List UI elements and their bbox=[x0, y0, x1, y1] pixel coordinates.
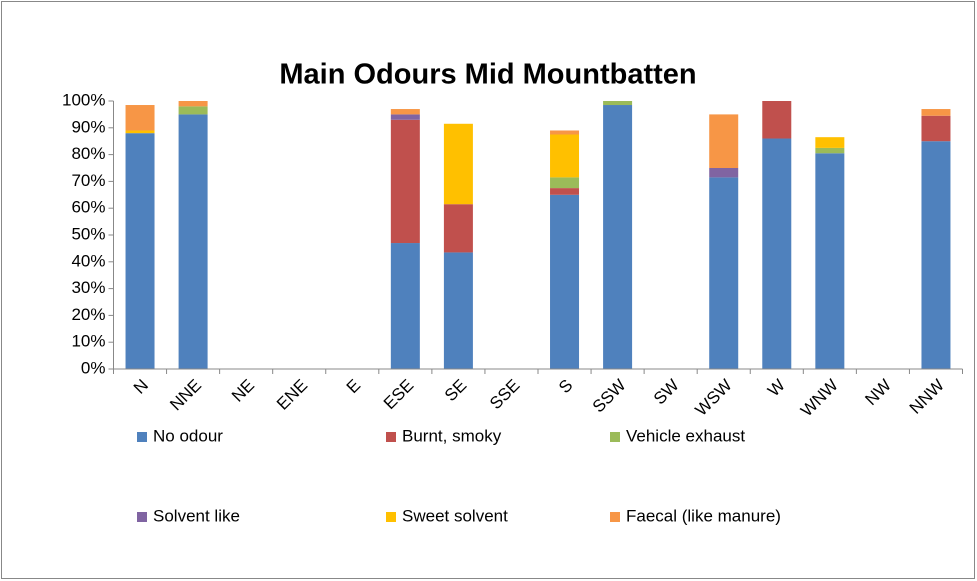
bar-segment bbox=[550, 130, 580, 135]
y-tick-label: 60% bbox=[71, 198, 105, 217]
bar-segment bbox=[815, 147, 845, 154]
y-tick-label: 20% bbox=[71, 305, 105, 324]
chart-title: Main Odours Mid Mountbatten bbox=[279, 59, 696, 91]
bar-segment bbox=[178, 101, 208, 107]
bar-segment bbox=[443, 204, 473, 253]
y-tick-label: 100% bbox=[62, 90, 105, 109]
bar-segment bbox=[709, 177, 739, 369]
bar-segment bbox=[550, 134, 580, 178]
y-tick-label: 90% bbox=[71, 117, 105, 136]
legend-label: Solvent like bbox=[153, 506, 240, 525]
bar-segment bbox=[125, 130, 155, 134]
y-tick-label: 10% bbox=[71, 332, 105, 351]
bar-segment bbox=[921, 141, 951, 369]
legend-label: No odour bbox=[153, 426, 223, 445]
y-tick-label: 80% bbox=[71, 144, 105, 163]
legend-swatch bbox=[610, 432, 620, 442]
bar-segment bbox=[709, 168, 739, 178]
bar-segment bbox=[550, 188, 580, 195]
bar-segment bbox=[390, 243, 420, 369]
legend-swatch bbox=[137, 432, 147, 442]
bar-segment bbox=[178, 114, 208, 370]
y-tick-label: 30% bbox=[71, 278, 105, 297]
bar-segment bbox=[921, 109, 951, 116]
bar-segment bbox=[815, 153, 845, 369]
legend-swatch bbox=[610, 512, 620, 522]
y-tick-label: 70% bbox=[71, 171, 105, 190]
bar-segment bbox=[550, 177, 580, 189]
bar-segment bbox=[709, 114, 739, 168]
legend-label: Sweet solvent bbox=[402, 506, 508, 525]
bar-segment bbox=[390, 119, 420, 244]
legend-swatch bbox=[386, 512, 396, 522]
bar-segment bbox=[125, 133, 155, 369]
bar-segment bbox=[178, 106, 208, 115]
bar-segment bbox=[443, 252, 473, 369]
bar-segment bbox=[762, 138, 792, 369]
bar-segment bbox=[550, 194, 580, 369]
y-tick-label: 40% bbox=[71, 251, 105, 270]
bar-segment bbox=[390, 109, 420, 115]
bar-segment bbox=[443, 123, 473, 205]
legend-label: Faecal (like manure) bbox=[626, 506, 781, 525]
bar-segment bbox=[921, 115, 951, 142]
y-tick-label: 0% bbox=[81, 358, 106, 377]
bar-segment bbox=[390, 114, 420, 120]
legend-label: Burnt, smoky bbox=[402, 426, 502, 445]
bar-segment bbox=[603, 101, 633, 106]
bar-segment bbox=[815, 137, 845, 148]
legend-swatch bbox=[386, 432, 396, 442]
bar-segment bbox=[603, 105, 633, 370]
legend-swatch bbox=[137, 512, 147, 522]
bar-segment bbox=[125, 105, 155, 131]
legend-label: Vehicle exhaust bbox=[626, 426, 745, 445]
y-tick-label: 50% bbox=[71, 224, 105, 243]
bar-segment bbox=[762, 101, 792, 139]
